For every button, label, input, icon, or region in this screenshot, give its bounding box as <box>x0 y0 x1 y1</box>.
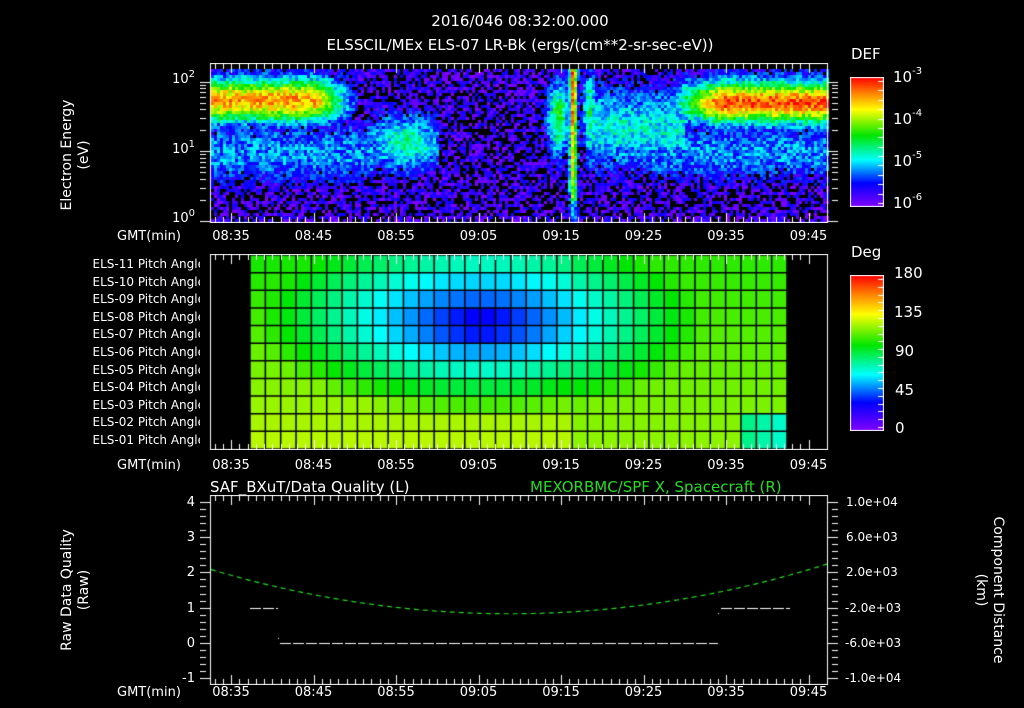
data-quality-axis-label-line2: (Raw) <box>76 569 92 611</box>
panel3-xlabel: GMT(min) <box>117 685 181 700</box>
panel3-time-tick: 09:25 <box>624 685 663 700</box>
deg-colorbar <box>850 275 884 431</box>
deg-colorbar-title: Deg <box>851 243 882 261</box>
panel3-time-tick: 09:15 <box>542 685 580 700</box>
pitch-angle-row-label: ELS-08 Pitch Angle <box>92 309 205 324</box>
plot-timestamp: 2016/046 08:32:00.000 <box>431 12 609 30</box>
energy-tick-10: 101 <box>172 139 195 157</box>
data-quality-tick: 1 <box>186 600 195 616</box>
pitch-angle-row-label: ELS-01 Pitch Angle <box>92 433 205 447</box>
panel3-time-tick: 09:45 <box>789 685 828 700</box>
pitch-angle-row-label: ELS-06 Pitch Angle <box>92 345 205 359</box>
panel1-time-tick: 09:45 <box>789 229 828 244</box>
deg-colorbar-label-90: 90 <box>895 342 915 360</box>
distance-tick: -2.0e+03 <box>845 600 902 615</box>
energy-axis-label: Electron Energy (eV) <box>59 75 100 235</box>
panel2-time-tick: 08:35 <box>212 458 250 473</box>
panel3-time-tick: 08:45 <box>294 685 333 700</box>
energy-axis-label-line1: Electron Energy <box>59 99 75 211</box>
distance-tick: -1.0e+04 <box>845 671 902 685</box>
deg-colorbar-label-135: 135 <box>894 303 923 321</box>
deg-colorbar-label-0: 0 <box>895 419 905 437</box>
energy-tick-100: 102 <box>172 69 195 87</box>
data-quality-axis-label: Raw Data Quality (Raw) <box>59 515 100 665</box>
pitch-angle-grid <box>200 254 840 450</box>
panel1-time-tick: 09:15 <box>542 229 580 244</box>
data-quality-axis-label-line1: Raw Data Quality <box>59 529 75 651</box>
panel2-time-tick: 09:45 <box>789 458 828 473</box>
electron-spectrogram <box>200 63 840 223</box>
distance-tick: -6.0e+03 <box>845 635 902 650</box>
def-colorbar-title: DEF <box>851 45 881 63</box>
pitch-angle-row-label: ELS-07 Pitch Angle <box>92 327 205 342</box>
panel1-time-tick: 09:05 <box>459 229 498 244</box>
panel3-time-tick: 08:35 <box>212 685 250 700</box>
distance-axis-label: Component Distance (km) <box>965 495 1006 685</box>
distance-axis-label-line2: (km) <box>973 573 989 607</box>
data-quality-tick: -1 <box>182 671 195 686</box>
def-colorbar-label-1e-5: 10-5 <box>893 150 923 170</box>
data-quality-tick: 3 <box>186 530 195 546</box>
spacecraft-position-title: MEXORBMC/SPF X, Spacecraft (R) <box>530 478 782 496</box>
data-quality-tick: 4 <box>186 495 195 510</box>
distance-axis-label-line1: Component Distance <box>990 516 1006 664</box>
pitch-angle-row-label: ELS-11 Pitch Angle <box>92 257 205 271</box>
data-quality-position-plot <box>200 495 840 685</box>
pitch-angle-row-label: ELS-10 Pitch Angle <box>92 274 205 289</box>
data-quality-title: SAF_BXuT/Data Quality (L) <box>210 478 410 496</box>
panel1-time-tick: 09:25 <box>624 229 663 244</box>
plot-title: ELSSCIL/MEx ELS-07 LR-Bk (ergs/(cm**2-sr… <box>326 36 714 54</box>
energy-axis-label-line2: (eV) <box>76 140 92 170</box>
def-colorbar-label-1e-4: 10-4 <box>893 108 923 128</box>
panel1-xlabel: GMT(min) <box>117 229 181 244</box>
panel2-time-tick: 09:35 <box>707 458 745 473</box>
pitch-angle-row-label: ELS-05 Pitch Angle <box>92 362 205 377</box>
panel1-time-tick: 08:35 <box>212 229 250 244</box>
panel2-time-tick: 09:15 <box>542 458 580 473</box>
distance-tick: 1.0e+04 <box>846 495 898 509</box>
pitch-angle-row-label: ELS-02 Pitch Angle <box>92 415 205 430</box>
def-colorbar-label-1e-3: 10-3 <box>893 66 923 86</box>
pitch-angle-row-label: ELS-04 Pitch Angle <box>92 380 205 395</box>
panel2-time-tick: 09:05 <box>459 458 498 473</box>
panel2-time-tick: 08:45 <box>294 458 333 473</box>
panel2-time-tick: 09:25 <box>624 458 663 473</box>
panel3-time-tick: 09:35 <box>707 685 745 700</box>
data-quality-tick: 2 <box>186 565 195 581</box>
deg-colorbar-label-45: 45 <box>895 381 915 399</box>
distance-tick: 6.0e+03 <box>846 530 898 545</box>
panel1-time-tick: 08:55 <box>377 229 415 244</box>
def-colorbar <box>850 77 884 207</box>
deg-colorbar-label-180: 180 <box>894 264 923 282</box>
panel3-time-tick: 08:55 <box>377 685 415 700</box>
panel2-time-tick: 08:55 <box>377 458 415 473</box>
distance-tick: 2.0e+03 <box>846 565 898 580</box>
def-colorbar-label-1e-6: 10-6 <box>893 192 923 212</box>
panel2-xlabel: GMT(min) <box>117 458 181 473</box>
panel1-time-tick: 08:45 <box>294 229 333 244</box>
panel1-time-tick: 09:35 <box>707 229 745 244</box>
data-quality-tick: 0 <box>186 635 195 651</box>
panel3-time-tick: 09:05 <box>459 685 498 700</box>
energy-tick-1: 100 <box>172 208 195 226</box>
pitch-angle-row-label: ELS-03 Pitch Angle <box>92 397 205 412</box>
pitch-angle-row-label: ELS-09 Pitch Angle <box>92 292 205 307</box>
